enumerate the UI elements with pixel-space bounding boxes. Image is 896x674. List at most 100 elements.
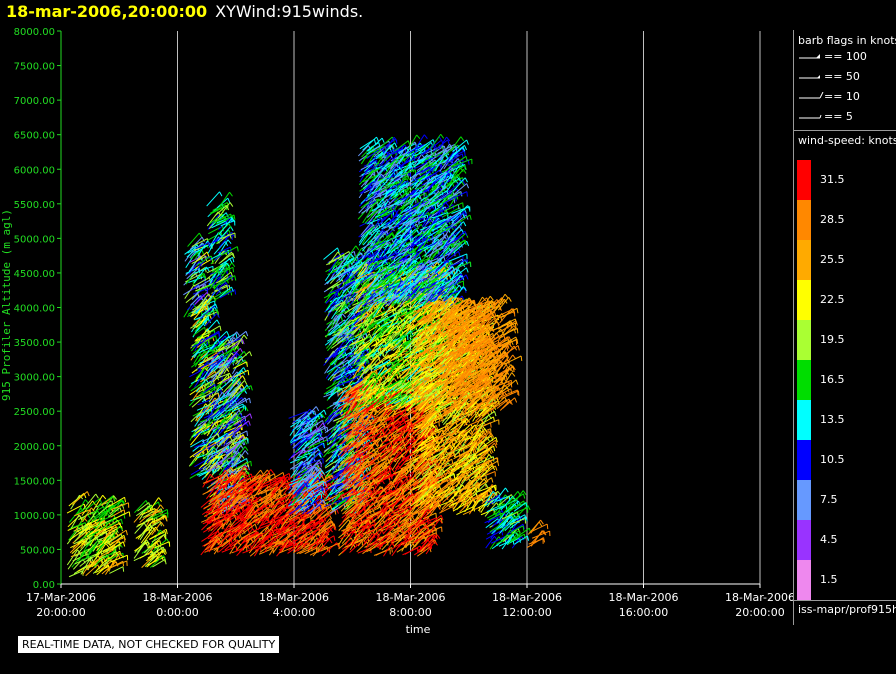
wind-barb-flag [341, 313, 346, 318]
wind-barb [228, 377, 239, 390]
wind-plot: 0.00500.001000.001500.002000.002500.0030… [0, 27, 793, 636]
wind-barb [196, 361, 213, 370]
wind-barb-flag [246, 544, 250, 550]
wind-barb [242, 538, 251, 551]
wind-barb-flag [244, 465, 249, 471]
wind-barb [299, 546, 317, 555]
wind-barb [233, 446, 246, 462]
wind-barb [261, 510, 275, 525]
wind-barb-flag [273, 494, 276, 500]
wind-barb [375, 547, 392, 556]
wind-barb [271, 493, 286, 504]
wind-barb [232, 529, 243, 541]
wind-barb [232, 435, 243, 451]
wind-barb [97, 495, 114, 508]
wind-barb [72, 553, 89, 562]
wind-barb-flag [288, 473, 291, 479]
wind-barb [283, 480, 294, 495]
wind-barb-flag [234, 275, 237, 281]
wind-barb [226, 431, 241, 439]
wind-barb-flag [254, 523, 258, 530]
wind-barb [190, 248, 202, 260]
wind-barb-flag [163, 534, 167, 540]
wind-barb [232, 419, 245, 432]
wind-barb [77, 541, 89, 554]
wind-barb-flag [215, 335, 218, 341]
wind-barb-flag [249, 398, 251, 404]
wind-barb [200, 335, 216, 346]
wind-barb [210, 342, 224, 352]
wind-barb [203, 311, 219, 318]
wind-barb [70, 514, 80, 529]
wind-barb-flag [328, 538, 333, 544]
wind-barb [151, 533, 166, 543]
wind-barb [220, 214, 235, 223]
wind-barb [95, 556, 110, 572]
wind-barb [233, 420, 249, 434]
wind-barb [277, 498, 290, 508]
wind-barb [254, 543, 272, 551]
wind-barb-flag [232, 448, 236, 453]
wind-barb [277, 520, 290, 535]
wind-barb [252, 496, 271, 505]
wind-barb [198, 444, 211, 454]
wind-barb [196, 379, 207, 393]
wind-barb-flag [100, 552, 103, 558]
wind-barb [147, 542, 158, 556]
wind-barb-flag [228, 372, 233, 378]
wind-barb [96, 564, 109, 576]
wind-barb [214, 473, 227, 483]
wind-barb [278, 540, 289, 554]
wind-barb [303, 522, 320, 532]
wind-barb [205, 474, 221, 484]
wind-barb [263, 476, 281, 485]
wind-barb [195, 243, 212, 253]
wind-barb [106, 533, 122, 545]
wind-barb [69, 528, 86, 541]
wind-barb [272, 472, 290, 483]
wind-barb [235, 470, 247, 486]
wind-barb [225, 504, 239, 514]
wind-barb [69, 522, 86, 530]
wind-barb [101, 561, 117, 575]
wind-barb-flag [225, 212, 229, 218]
wind-barb [217, 202, 231, 219]
wind-barb [104, 524, 116, 539]
wind-barb [212, 277, 228, 288]
wind-barb [205, 312, 218, 326]
wind-barb [149, 534, 165, 548]
wind-barb [216, 402, 228, 414]
wind-barb [79, 556, 92, 567]
wind-barb [227, 352, 237, 369]
wind-barb [270, 504, 284, 516]
wind-barb [275, 479, 288, 493]
wind-barb [271, 478, 283, 495]
title-date: 18-mar-2006,20:00:00 [6, 2, 208, 21]
wind-barb [222, 345, 239, 356]
wind-barb [109, 566, 124, 574]
wind-barb [230, 480, 242, 496]
wind-barb [268, 540, 279, 556]
wind-barb [224, 412, 237, 424]
wind-barb [229, 397, 243, 409]
wind-barb [209, 213, 224, 224]
wind-barb [191, 255, 207, 264]
wind-barb [297, 515, 311, 523]
wind-barb [201, 303, 216, 316]
wind-barb-flag [217, 540, 221, 546]
wind-barb [253, 542, 264, 557]
wind-barb-flag [244, 380, 248, 386]
wind-barb-flag [120, 519, 123, 525]
wind-barb [192, 326, 205, 336]
wind-barb [241, 496, 257, 506]
wind-barb-flag [122, 566, 125, 572]
wind-barb [85, 564, 99, 577]
wind-barb [67, 552, 80, 570]
wind-barb [203, 325, 221, 336]
wind-barb [192, 288, 208, 295]
wind-barb [215, 432, 228, 443]
wind-barb [190, 376, 205, 385]
wind-barb [190, 439, 204, 448]
wind-barb [193, 342, 205, 359]
wind-barb-flag [315, 406, 320, 412]
